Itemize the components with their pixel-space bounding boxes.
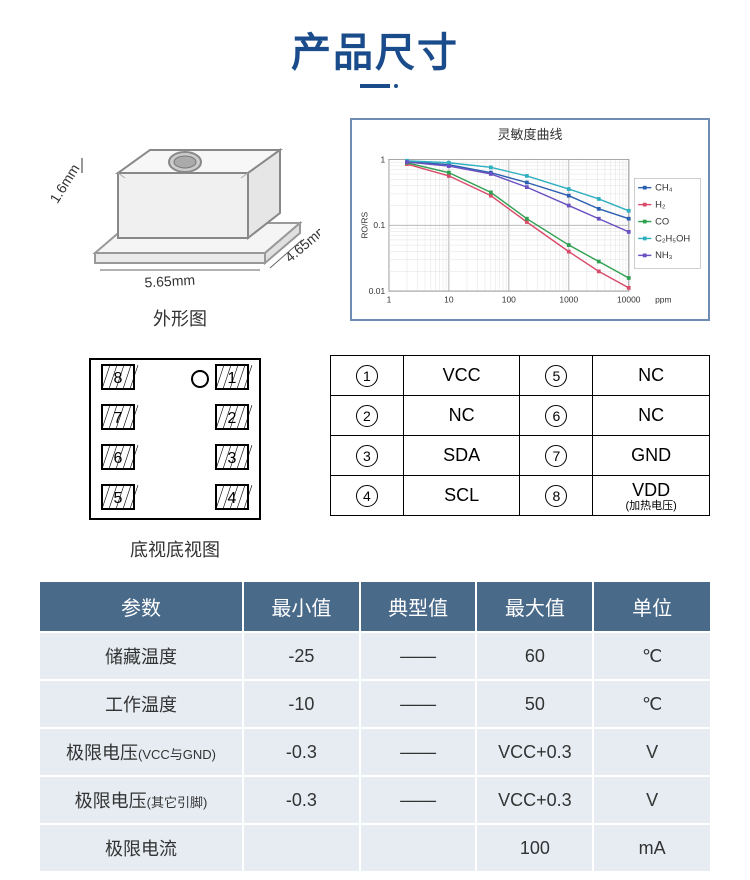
spec-cell: —— <box>360 728 477 776</box>
pin-cell: 2 <box>331 396 404 436</box>
spec-cell: —— <box>360 680 477 728</box>
svg-text:CO: CO <box>655 215 669 226</box>
svg-text:RO/RS: RO/RS <box>359 212 369 239</box>
pin-cell: VDD(加热电压) <box>593 476 710 516</box>
spec-cell: 储藏温度 <box>40 632 243 680</box>
spec-cell: V <box>593 728 710 776</box>
spec-cell <box>360 824 477 871</box>
pin-cell: NC <box>593 356 710 396</box>
svg-text:H₂: H₂ <box>655 198 666 209</box>
pin-cell: 4 <box>331 476 404 516</box>
pin-cell: 8 <box>520 476 593 516</box>
spec-header: 典型值 <box>360 582 477 632</box>
svg-text:8: 8 <box>114 370 123 387</box>
spec-cell: 极限电压(其它引脚) <box>40 776 243 824</box>
svg-text:ppm: ppm <box>655 294 671 304</box>
svg-text:10000: 10000 <box>617 294 641 304</box>
pin-cell: NC <box>403 396 520 436</box>
pin-cell: SDA <box>403 436 520 476</box>
pin-cell: VCC <box>403 356 520 396</box>
sensitivity-chart: 灵敏度曲线 1 10 100 1000 10000 0.01 0.1 1 ppm RO/RS CH₄… <box>350 118 710 321</box>
pin-cell: SCL <box>403 476 520 516</box>
svg-text:100: 100 <box>502 294 516 304</box>
chart-svg: 1 10 100 1000 10000 0.01 0.1 1 ppm RO/RS CH₄ H₂ CO C₂… <box>356 145 704 315</box>
chart-title: 灵敏度曲线 <box>356 124 704 143</box>
spec-cell: -0.3 <box>243 728 360 776</box>
spec-cell <box>243 824 360 871</box>
spec-cell: VCC+0.3 <box>476 728 593 776</box>
svg-text:10: 10 <box>444 294 454 304</box>
spec-cell: —— <box>360 776 477 824</box>
spec-cell: V <box>593 776 710 824</box>
spec-cell: 50 <box>476 680 593 728</box>
pinout-caption: 底视底视图 <box>70 536 280 562</box>
svg-text:NH₃: NH₃ <box>655 249 673 260</box>
pin-cell: 6 <box>520 396 593 436</box>
pin-cell: NC <box>593 396 710 436</box>
svg-text:1: 1 <box>228 370 237 387</box>
title-underline <box>360 84 390 88</box>
spec-cell: 100 <box>476 824 593 871</box>
svg-text:1000: 1000 <box>559 294 578 304</box>
spec-header: 最大值 <box>476 582 593 632</box>
dim-length: 5.65mm <box>144 272 195 291</box>
svg-text:4: 4 <box>228 490 237 507</box>
spec-header: 最小值 <box>243 582 360 632</box>
mid-row: 87651234 底视底视图 1VCC5NC2NC6NC3SDA7GND4SCL… <box>0 349 750 562</box>
top-row: 1.6mm 5.65mm 4.65mm 外形图 灵敏度曲线 1 10 100 1000… <box>0 118 750 331</box>
svg-text:CH₄: CH₄ <box>655 181 673 192</box>
page-title: 产品尺寸 <box>0 20 750 78</box>
spec-cell: —— <box>360 632 477 680</box>
package-svg: 1.6mm 5.65mm 4.65mm <box>40 118 320 298</box>
pin-cell: 5 <box>520 356 593 396</box>
svg-text:C₂H₅OH: C₂H₅OH <box>655 232 690 243</box>
pinout-diagram: 8 7 6 5 1 2 3 4 底视底视图 <box>70 349 280 562</box>
svg-text:0.01: 0.01 <box>369 286 386 296</box>
spec-table: 参数最小值典型值最大值单位 储藏温度-25——60℃工作温度-10——50℃极限… <box>40 582 710 871</box>
dim-height: 1.6mm <box>46 161 82 206</box>
svg-text:1: 1 <box>380 154 385 164</box>
svg-text:3: 3 <box>228 450 237 467</box>
spec-cell: ℃ <box>593 680 710 728</box>
pin-cell: 7 <box>520 436 593 476</box>
pin-table: 1VCC5NC2NC6NC3SDA7GND4SCL8VDD(加热电压) <box>330 355 710 516</box>
spec-cell: -10 <box>243 680 360 728</box>
spec-cell: 60 <box>476 632 593 680</box>
svg-text:7: 7 <box>114 410 123 427</box>
svg-text:0.1: 0.1 <box>373 220 385 230</box>
spec-cell: 极限电流 <box>40 824 243 871</box>
spec-cell: 工作温度 <box>40 680 243 728</box>
pin-cell: 3 <box>331 436 404 476</box>
package-drawing: 1.6mm 5.65mm 4.65mm 外形图 <box>40 118 320 331</box>
package-caption: 外形图 <box>40 305 320 331</box>
spec-cell: 极限电压(VCC与GND) <box>40 728 243 776</box>
svg-text:2: 2 <box>228 410 237 427</box>
spec-cell: mA <box>593 824 710 871</box>
spec-header: 参数 <box>40 582 243 632</box>
pinout-svg: 8 7 6 5 1 2 3 4 <box>70 349 280 529</box>
spec-cell: -0.3 <box>243 776 360 824</box>
spec-cell: -25 <box>243 632 360 680</box>
spec-cell: ℃ <box>593 632 710 680</box>
svg-text:1: 1 <box>387 294 392 304</box>
spec-header: 单位 <box>593 582 710 632</box>
svg-text:6: 6 <box>114 450 123 467</box>
spec-cell: VCC+0.3 <box>476 776 593 824</box>
pin-cell: 1 <box>331 356 404 396</box>
svg-text:5: 5 <box>114 490 123 507</box>
pin-cell: GND <box>593 436 710 476</box>
